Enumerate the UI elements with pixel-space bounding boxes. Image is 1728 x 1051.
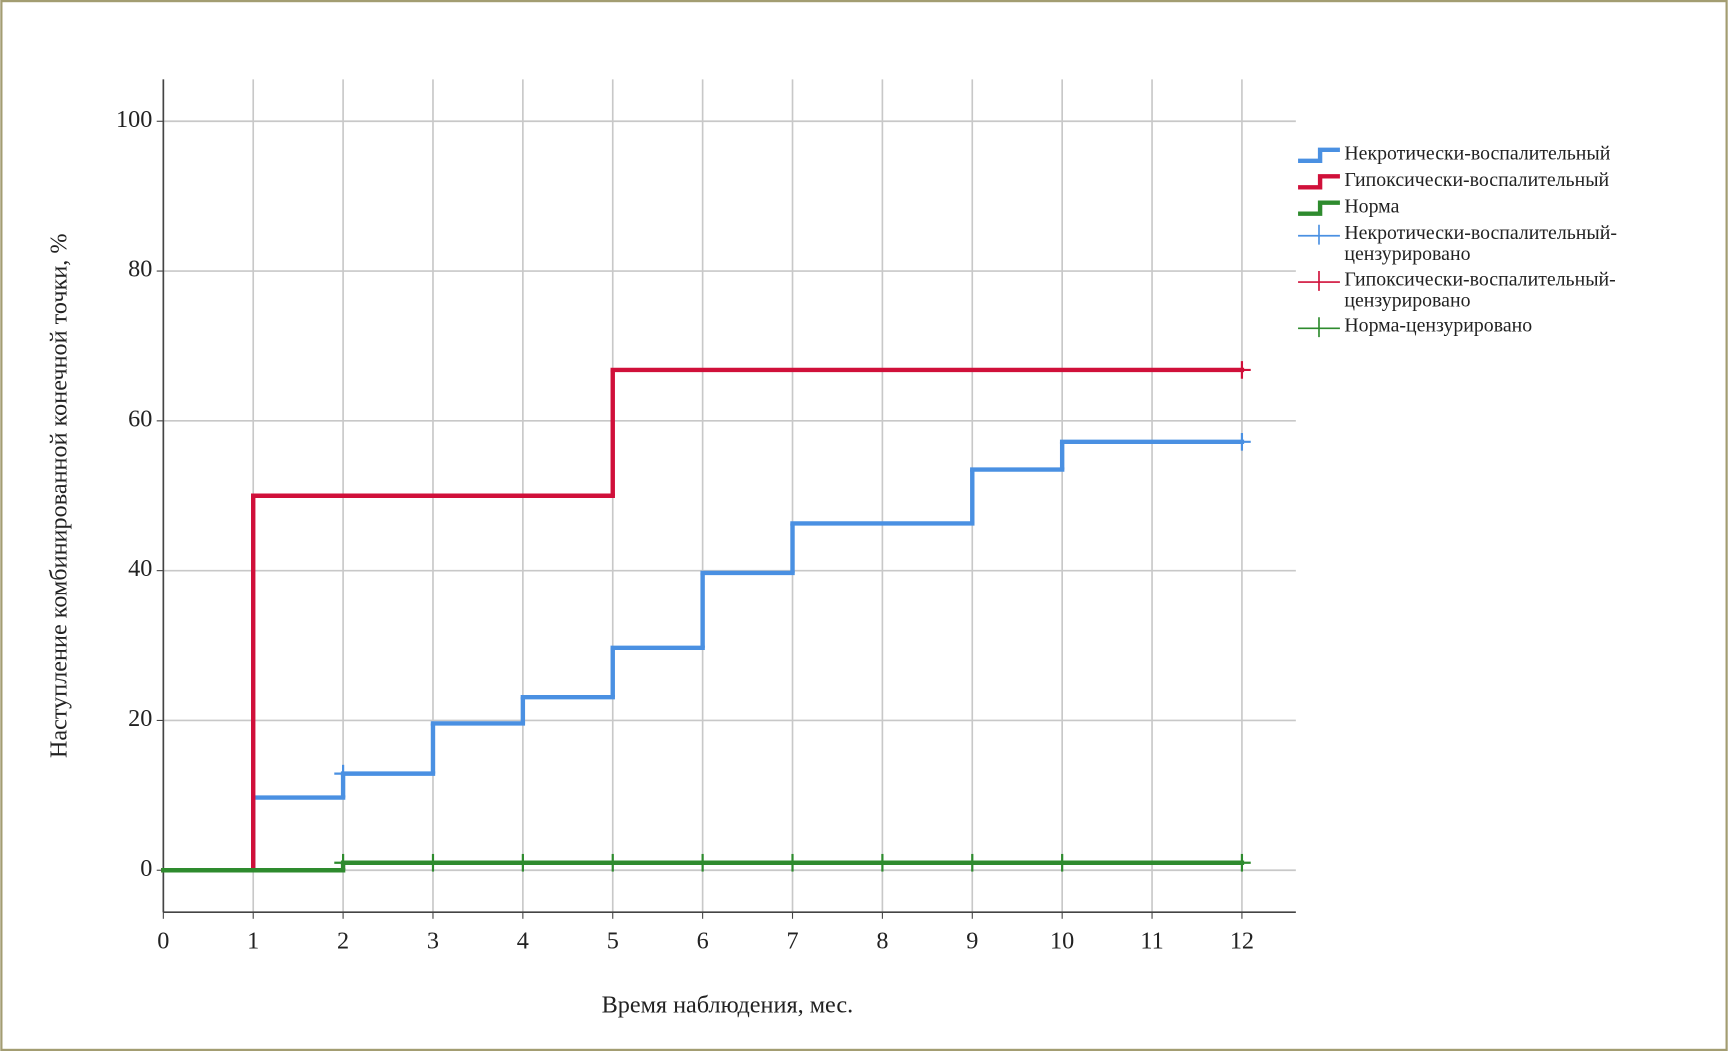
legend-swatch	[1298, 316, 1340, 337]
legend-label: Гипоксически-воспалительный-цензурирован…	[1344, 267, 1616, 311]
legend-label: Некротически-воспалительный-цензурирован…	[1344, 221, 1617, 265]
y-axis-label: Наступление комбинированной конечной точ…	[45, 233, 72, 758]
x-tick-label: 10	[1050, 928, 1074, 955]
x-axis-label: Время наблюдения, мес.	[602, 991, 854, 1018]
y-tick-label: 80	[128, 256, 152, 283]
censor-mark	[873, 853, 892, 872]
x-tick-label: 5	[607, 928, 619, 955]
x-tick-label: 11	[1140, 928, 1163, 955]
legend-label: Норма	[1344, 194, 1400, 218]
legend-item: Норма	[1296, 196, 1715, 218]
censor-mark	[693, 853, 712, 872]
legend-swatch	[1298, 224, 1340, 245]
x-tick-label: 1	[247, 928, 259, 955]
legend-swatch	[1298, 200, 1340, 216]
x-tick-label: 8	[876, 928, 888, 955]
x-tick-label: 0	[157, 928, 169, 955]
censor-mark	[1053, 853, 1071, 872]
x-tick-label: 12	[1230, 928, 1254, 955]
censor-mark	[963, 853, 982, 872]
x-tick-label: 2	[337, 928, 349, 955]
legend-swatch	[1298, 147, 1340, 164]
censor-mark	[783, 853, 802, 872]
censor-mark	[334, 853, 352, 872]
x-tick-label: 6	[697, 928, 709, 955]
censor-mark	[1233, 853, 1251, 872]
y-tick-label: 20	[128, 705, 152, 732]
x-tick-label: 7	[786, 928, 798, 955]
legend-item: Норма-цензурировано	[1296, 313, 1715, 337]
legend-item: Некротически-воспалительный	[1296, 143, 1715, 165]
y-tick-label: 60	[128, 405, 152, 432]
censor-mark	[334, 764, 352, 783]
legend-label: Норма-цензурировано	[1344, 313, 1533, 336]
x-tick-label: 4	[517, 928, 529, 955]
legend-label: Гипоксически-воспалительный	[1344, 168, 1610, 191]
legend-box: Некротически-воспалительный Гипоксически-…	[1296, 143, 1715, 337]
censor-mark	[1233, 361, 1251, 379]
legend-item: Гипоксически-воспалительный	[1296, 168, 1715, 192]
y-tick-label: 0	[140, 855, 152, 882]
legend-item: Некротически-воспалительный-цензурирован…	[1296, 221, 1715, 265]
y-tick-label: 100	[116, 106, 152, 133]
x-tick-label: 9	[966, 928, 978, 955]
legend-swatch	[1298, 174, 1340, 190]
censor-mark	[603, 853, 622, 872]
censor-mark	[424, 853, 442, 872]
censor-mark	[514, 853, 532, 872]
legend: Некротически-воспалительный Гипоксически-…	[1296, 143, 1715, 337]
y-tick-label: 40	[128, 555, 152, 582]
legend-swatch	[1298, 270, 1340, 291]
legend-label: Некротически-воспалительный	[1344, 143, 1611, 165]
legend-item: Гипоксически-воспалительный-цензурирован…	[1296, 267, 1715, 311]
x-tick-label: 3	[427, 928, 439, 955]
censor-mark	[1233, 433, 1251, 451]
